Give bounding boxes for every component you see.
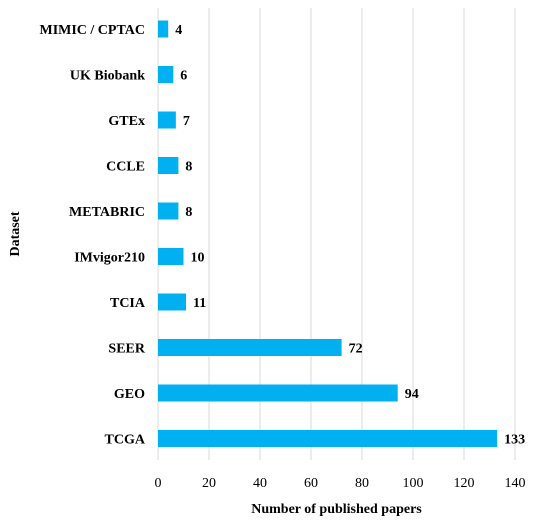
category-label: TCIA: [110, 296, 146, 311]
category-labels: MIMIC / CPTAC UK Biobank GTEx CCLE METABRIC I…: [39, 23, 145, 448]
category-label: GTEx: [108, 114, 145, 129]
category-label: TCGA: [105, 433, 146, 448]
data-label: 8: [185, 160, 192, 175]
x-tick-label: 0: [155, 476, 162, 491]
bar: [158, 339, 342, 356]
x-tick-label: 120: [454, 476, 475, 491]
x-tick-label: 140: [505, 476, 526, 491]
y-axis-title: Dataset: [8, 211, 23, 256]
bar: [158, 66, 174, 83]
x-tick-label: 20: [202, 476, 216, 491]
x-axis-title: Number of published papers: [251, 502, 422, 517]
data-label: 133: [504, 433, 525, 448]
data-label: 4: [175, 23, 182, 38]
category-label: SEER: [108, 342, 145, 357]
data-label: 94: [405, 387, 419, 402]
bar: [158, 384, 398, 402]
bar: [158, 293, 187, 311]
data-labels: 4 6 7 8 8 10 11 72 94 133: [175, 23, 525, 448]
category-label: UK Biobank: [70, 69, 145, 84]
data-label: 72: [349, 342, 363, 357]
x-tick-label: 80: [355, 476, 369, 491]
category-label: GEO: [114, 387, 145, 402]
gridlines: [157, 8, 516, 460]
x-tick-label: 100: [403, 476, 424, 491]
category-label: METABRIC: [69, 205, 145, 220]
bar: [158, 202, 179, 220]
data-label: 7: [183, 114, 190, 129]
x-tick-label: 60: [304, 476, 318, 491]
bar: [158, 430, 498, 447]
category-label: IMvigor210: [74, 251, 145, 266]
bar: [158, 157, 179, 174]
category-label: MIMIC / CPTAC: [39, 23, 145, 38]
category-label: CCLE: [106, 160, 145, 175]
x-tick-label: 40: [253, 476, 267, 491]
x-tick-labels: 0 20 40 60 80 100 120 140: [155, 476, 526, 491]
data-label: 6: [180, 69, 187, 84]
data-label: 10: [191, 251, 205, 266]
data-label: 11: [193, 296, 206, 311]
bars: [158, 20, 498, 447]
bar: [158, 111, 176, 129]
data-label: 8: [185, 205, 192, 220]
bar: [158, 20, 169, 38]
bar: [158, 248, 184, 265]
